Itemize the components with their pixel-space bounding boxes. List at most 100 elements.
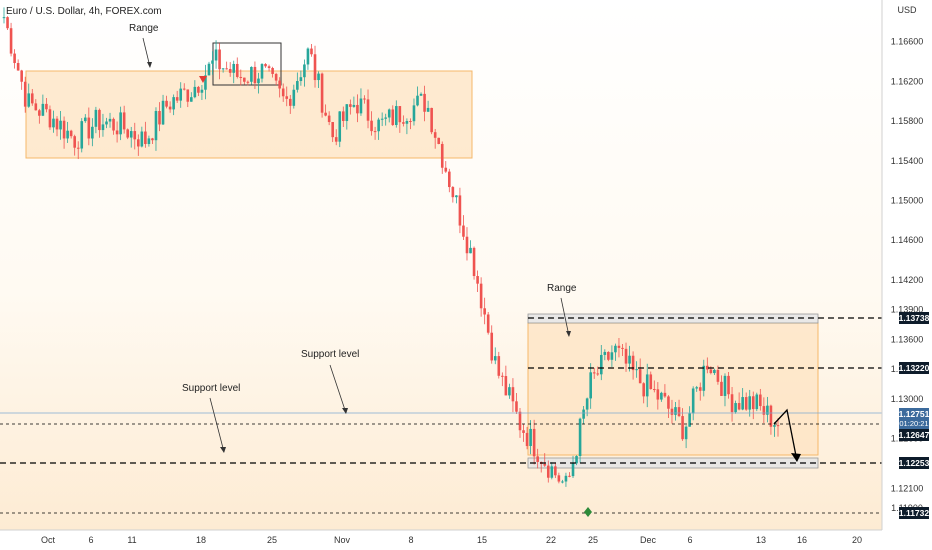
candle-body <box>69 130 73 137</box>
candle <box>748 389 752 417</box>
candle <box>341 106 345 128</box>
candle <box>755 392 759 412</box>
candle-body <box>684 426 688 440</box>
candle-body <box>695 387 699 389</box>
candle <box>660 391 663 402</box>
candle-body <box>345 104 349 122</box>
candle <box>69 129 73 139</box>
candle <box>91 118 94 147</box>
candle-body <box>186 89 190 102</box>
candle-body <box>614 345 617 353</box>
range-top-pointer-head <box>147 62 152 68</box>
candle <box>631 351 635 380</box>
candle <box>38 108 41 124</box>
candle-body <box>278 80 281 89</box>
candle <box>444 161 448 173</box>
candle <box>122 105 126 134</box>
candle <box>433 128 437 149</box>
candle <box>345 104 349 130</box>
candle <box>197 85 200 97</box>
candle <box>423 85 426 122</box>
candle <box>83 114 87 123</box>
candle <box>225 61 228 70</box>
candle <box>525 426 529 450</box>
candle-body <box>698 387 702 391</box>
projection-arrowhead <box>791 453 801 462</box>
candle-body <box>546 465 550 478</box>
candle <box>430 107 433 135</box>
candle-body <box>112 118 115 131</box>
candle-body <box>168 106 172 110</box>
candle-body <box>433 132 437 138</box>
candle-body <box>578 418 582 457</box>
price-tick-label: 1.15800 <box>891 116 924 126</box>
candle-body <box>656 389 660 400</box>
candle <box>45 98 48 113</box>
candle-body <box>416 95 419 106</box>
candle <box>16 59 20 71</box>
candle <box>621 344 624 357</box>
candle-body <box>592 372 596 374</box>
candle <box>253 61 257 90</box>
candle <box>154 107 158 151</box>
candle <box>246 80 250 86</box>
candle-body <box>221 68 225 70</box>
candle-body <box>465 236 469 254</box>
candle-body <box>610 352 614 360</box>
candle-body <box>317 73 320 81</box>
range-bottom-pointer <box>560 297 570 337</box>
candle-body <box>490 332 494 361</box>
candle-body <box>515 401 518 412</box>
candle <box>479 277 483 317</box>
candle <box>158 102 161 132</box>
candle-body <box>525 432 529 447</box>
candle-body <box>264 64 267 67</box>
candle-body <box>529 428 532 447</box>
candle <box>571 455 575 479</box>
candle-body <box>6 17 9 29</box>
badge-level-5 <box>899 507 929 519</box>
candle <box>667 395 670 418</box>
time-tick-label: 16 <box>797 535 807 545</box>
candle <box>260 63 264 83</box>
down-arrow-icon <box>199 76 207 83</box>
candle-body <box>133 131 137 140</box>
candle-body <box>292 89 296 106</box>
candle-body <box>635 369 638 371</box>
candle <box>172 94 175 116</box>
candle-body <box>288 98 292 106</box>
candle <box>649 371 653 390</box>
candle-body <box>550 466 554 478</box>
candle <box>41 94 45 117</box>
candle-body <box>158 111 161 125</box>
candle <box>440 141 444 174</box>
candle-body <box>232 63 236 73</box>
candle-body <box>663 392 667 397</box>
candle <box>409 118 412 130</box>
candle <box>190 92 193 102</box>
candle-body <box>395 106 398 125</box>
badge-level-3 <box>899 429 929 441</box>
candle <box>207 61 211 76</box>
candle <box>13 49 16 69</box>
candle-body <box>472 247 476 277</box>
time-axis-panel[interactable] <box>0 530 932 550</box>
candle-body <box>430 107 433 133</box>
candle-body <box>716 369 720 382</box>
candle-body <box>243 77 246 82</box>
candle-body <box>356 104 359 114</box>
candle <box>274 72 278 86</box>
candle <box>20 69 23 90</box>
candle-body <box>267 66 271 69</box>
candle-body <box>200 89 204 93</box>
candle-body <box>387 109 391 118</box>
time-tick-label: Oct <box>41 535 56 545</box>
candle <box>267 64 271 72</box>
candle <box>331 122 334 143</box>
candle-body <box>755 394 759 410</box>
candle-body <box>73 136 76 148</box>
candle <box>469 240 472 254</box>
candle <box>610 345 614 367</box>
